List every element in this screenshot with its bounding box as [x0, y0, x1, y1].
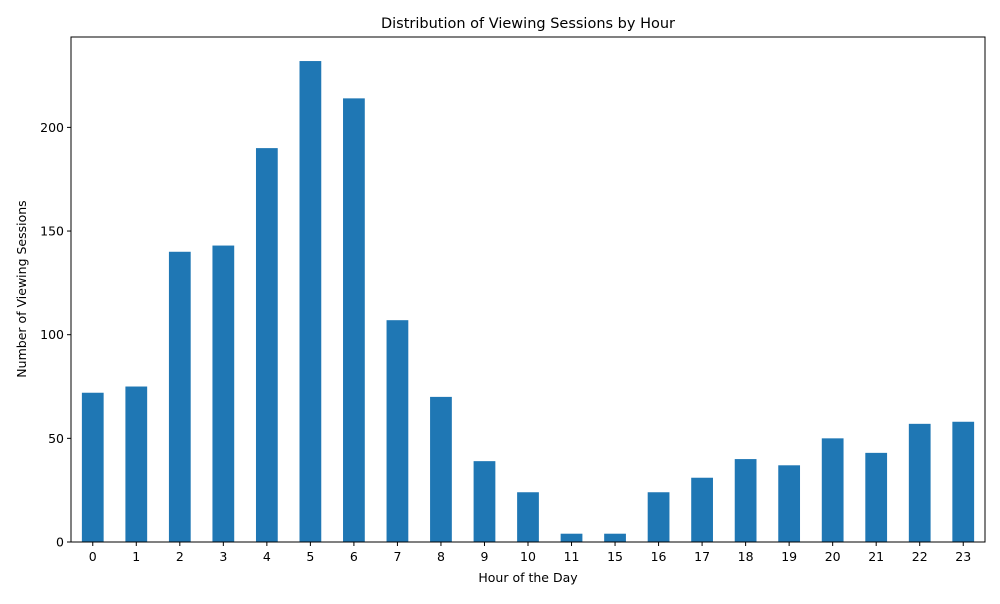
bar-hour-4 — [255, 148, 278, 542]
y-tick-label: 200 — [40, 120, 64, 135]
bar-hour-21 — [865, 452, 888, 542]
x-tick-label: 6 — [350, 549, 358, 564]
bar-hour-17 — [691, 477, 713, 542]
bar-hour-9 — [473, 461, 496, 542]
x-tick-label: 3 — [219, 549, 227, 564]
x-tick-label: 22 — [912, 549, 928, 564]
x-tick-label: 8 — [437, 549, 445, 564]
bars-group — [81, 61, 975, 543]
bar-hour-7 — [386, 320, 409, 542]
bar-hour-16 — [647, 492, 670, 542]
bar-hour-19 — [778, 465, 801, 542]
x-axis-ticks: 0 1 2 3 4 5 6 7 8 9 10 11 15 16 17 18 19 20 21 22 23 — [89, 542, 971, 564]
x-tick-label: 7 — [393, 549, 401, 564]
x-tick-label: 20 — [825, 549, 841, 564]
x-tick-label: 17 — [694, 549, 710, 564]
x-tick-label: 4 — [263, 549, 271, 564]
bar-hour-22 — [908, 423, 931, 542]
bar-hour-23 — [952, 421, 975, 542]
chart-title: Distribution of Viewing Sessions by Hour — [381, 16, 675, 32]
bar-hour-2 — [168, 251, 191, 542]
y-axis-label: Number of Viewing Sessions — [14, 200, 29, 377]
x-tick-label: 21 — [868, 549, 884, 564]
x-tick-label: 5 — [306, 549, 314, 564]
plot-frame — [70, 36, 986, 543]
y-tick-label: 100 — [40, 327, 64, 342]
bar-hour-5 — [299, 61, 322, 543]
x-tick-label: 2 — [176, 549, 184, 564]
bar-hour-1 — [125, 386, 148, 542]
x-tick-label: 0 — [89, 549, 97, 564]
x-axis-label: Hour of the Day — [478, 570, 578, 585]
x-tick-label: 9 — [480, 549, 488, 564]
bar-hour-11 — [560, 533, 583, 542]
x-tick-label: 19 — [781, 549, 797, 564]
y-tick-label: 50 — [48, 431, 64, 446]
x-tick-label: 15 — [607, 549, 623, 564]
x-tick-label: 10 — [520, 549, 536, 564]
bar-hour-6 — [343, 98, 365, 543]
x-tick-label: 23 — [955, 549, 971, 564]
bar-hour-3 — [212, 245, 235, 542]
y-tick-label: 150 — [40, 224, 64, 239]
bar-hour-10 — [517, 492, 539, 542]
x-tick-label: 16 — [651, 549, 667, 564]
bar-hour-18 — [734, 459, 757, 542]
x-tick-label: 18 — [738, 549, 754, 564]
y-axis-ticks: 0 50 100 150 200 — [40, 120, 71, 550]
x-tick-label: 1 — [132, 549, 140, 564]
bar-hour-15 — [604, 533, 626, 542]
bar-hour-0 — [81, 392, 104, 542]
bar-hour-20 — [821, 438, 844, 542]
x-tick-label: 11 — [564, 549, 580, 564]
y-tick-label: 0 — [56, 535, 64, 550]
bar-hour-8 — [430, 396, 452, 542]
